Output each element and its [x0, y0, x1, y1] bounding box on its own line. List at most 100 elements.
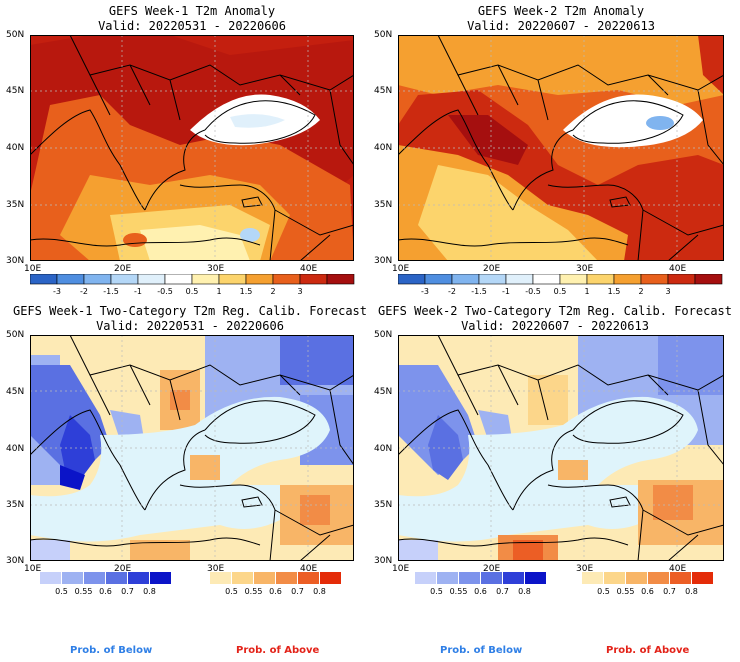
- panel3-below-swatch: [150, 572, 171, 584]
- panel4-lat-40: 40N: [374, 444, 393, 454]
- panel3-lon-40: 40E: [300, 564, 318, 574]
- panel1-anomaly-swatch: [83, 274, 112, 285]
- panel4-lon-30: 30E: [576, 564, 594, 574]
- panel4-title-text: GEFS Week-2 Two-Category T2m Reg. Calib.…: [377, 304, 732, 318]
- panel1-anomaly-tick-label: 0.5: [186, 287, 199, 296]
- panel1-anomaly-tick-label: 1.5: [240, 287, 253, 296]
- panel1-anomaly-tick-label: -0.5: [157, 287, 173, 296]
- panel1-lon-10: 10E: [24, 264, 42, 274]
- panel4-below-swatch: [415, 572, 436, 584]
- panel4-above-tick-label: 0.6: [641, 587, 654, 596]
- panel3-above-tick-label: 0.5: [225, 587, 238, 596]
- panel4-above-swatch: [692, 572, 713, 584]
- panel3-above-swatch: [232, 572, 253, 584]
- panel3-below-tick-label: 0.7: [121, 587, 134, 596]
- panel3-above-swatch: [276, 572, 297, 584]
- panel3-lat-40: 40N: [6, 444, 25, 454]
- panel1-anomaly-swatch: [272, 274, 301, 285]
- panel1-anomaly-swatch: [218, 274, 247, 285]
- panel4-lat-50: 50N: [374, 330, 393, 340]
- panel1-lat-50: 50N: [6, 30, 25, 40]
- panel1-anomaly-map: [30, 35, 354, 261]
- panel1-anomaly-tick-label: -1.5: [103, 287, 119, 296]
- panel3-lon-10: 10E: [24, 564, 42, 574]
- panel4-below-tick-label: 0.6: [474, 587, 487, 596]
- panel3-lat-45: 45N: [6, 387, 25, 397]
- panel3-lat-35: 35N: [6, 500, 25, 510]
- panel4-above-tick-label: 0.5: [597, 587, 610, 596]
- panel1-anomaly-swatch: [137, 274, 166, 285]
- panel2-lat-35: 35N: [374, 200, 393, 210]
- panel3-below-tick-label: 0.5: [55, 587, 68, 596]
- panel1-anomaly-tick-label: 3: [297, 287, 302, 296]
- panel3-above-swatch: [320, 572, 341, 584]
- panel3-above-swatch: [254, 572, 275, 584]
- panel2-lon-40: 40E: [669, 264, 687, 274]
- panel1-lat-40: 40N: [6, 143, 25, 153]
- panel3-lat-50: 50N: [6, 330, 25, 340]
- panel1-anomaly-tick-label: -1: [134, 287, 142, 296]
- panel4-title: GEFS Week-2 Two-Category T2m Reg. Calib.…: [370, 304, 740, 334]
- panel1-valid-text: Valid: 20220531 - 20220606: [98, 19, 286, 33]
- panel1-lon-30: 30E: [207, 264, 225, 274]
- panel2-lat-45: 45N: [374, 86, 393, 96]
- panel2-anomaly-swatch: [694, 274, 723, 285]
- panel2-anomaly-tick-label: 3: [665, 287, 670, 296]
- panel1-lon-40: 40E: [300, 264, 318, 274]
- panel2-anomaly-tick-label: -1: [502, 287, 510, 296]
- panel2-anomaly-tick-label: 0.5: [554, 287, 567, 296]
- panel3-below-label: Prob. of Below: [70, 645, 153, 656]
- panel3-above-tick-label: 0.8: [313, 587, 326, 596]
- panel2-anomaly-swatch: [398, 274, 426, 285]
- panel4-valid-text: Valid: 20220607 - 20220613: [461, 319, 649, 333]
- panel2-title-text: GEFS Week-2 T2m Anomaly: [477, 4, 645, 18]
- panel3-title-text: GEFS Week-1 Two-Category T2m Reg. Calib.…: [12, 304, 367, 318]
- panel3-below-swatch: [40, 572, 61, 584]
- panel4-above-swatch: [626, 572, 647, 584]
- panel4-below-label: Prob. of Below: [440, 645, 523, 656]
- panel3-valid-text: Valid: 20220531 - 20220606: [96, 319, 284, 333]
- panel4-below-swatch: [481, 572, 502, 584]
- panel4-above-tick-label: 0.55: [617, 587, 635, 596]
- panel1-anomaly-swatch: [30, 274, 58, 285]
- panel2-anomaly-tick-label: -3: [421, 287, 429, 296]
- panel4-below-swatch: [437, 572, 458, 584]
- panel2-anomaly-swatch: [424, 274, 453, 285]
- panel3-probability-map: [30, 335, 354, 561]
- panel4-below-tick-label: 0.55: [450, 587, 468, 596]
- panel2-anomaly-tick-label: -0.5: [525, 287, 541, 296]
- panel1-anomaly-swatch: [164, 274, 193, 285]
- panel1-anomaly-colorbar: -3 -2 -1.5 -1 -0.5 0.5 1 1.5 2 3: [30, 274, 355, 296]
- panel4-above-tick-label: 0.7: [663, 587, 676, 596]
- panel1-anomaly-swatch: [326, 274, 355, 285]
- panel4-above-label: Prob. of Above: [606, 645, 690, 656]
- panel3-below-swatch: [62, 572, 83, 584]
- panel2-lat-40: 40N: [374, 143, 393, 153]
- panel4-lat-35: 35N: [374, 500, 393, 510]
- panel2-anomaly-colorbar: -3 -2 -1.5 -1 -0.5 0.5 1 1.5 2 3: [398, 274, 723, 296]
- panel3-above-swatch: [298, 572, 319, 584]
- panel4-below-tick-label: 0.7: [496, 587, 509, 596]
- panel1-anomaly-tick-label: 1: [216, 287, 221, 296]
- panel3-above-tick-label: 0.55: [245, 587, 263, 596]
- panel3-below-tick-label: 0.55: [75, 587, 93, 596]
- panel2-anomaly-tick-label: -1.5: [471, 287, 487, 296]
- panel2-anomaly-map: [398, 35, 724, 261]
- panel2-anomaly-swatch: [451, 274, 480, 285]
- panel3-below-swatch: [128, 572, 149, 584]
- panel2-anomaly-swatch: [478, 274, 507, 285]
- panel3-below-tick-label: 0.6: [99, 587, 112, 596]
- panel2-anomaly-swatch: [586, 274, 615, 285]
- panel1-anomaly-tick-label: -3: [53, 287, 61, 296]
- panel1-lat-30: 30N: [6, 256, 25, 266]
- panel2-title: GEFS Week-2 T2m Anomaly Valid: 20220607 …: [398, 4, 724, 34]
- panel3-below-tick-label: 0.8: [143, 587, 156, 596]
- panel3-below-swatch: [84, 572, 105, 584]
- panel4-above-swatch: [604, 572, 625, 584]
- panel3-lat-30: 30N: [6, 556, 25, 566]
- panel4-above-swatch: [648, 572, 669, 584]
- panel2-lon-20: 20E: [483, 264, 501, 274]
- panel2-anomaly-swatch: [667, 274, 696, 285]
- panel3-lon-20: 20E: [114, 564, 132, 574]
- panel2-anomaly-tick-label: 1: [584, 287, 589, 296]
